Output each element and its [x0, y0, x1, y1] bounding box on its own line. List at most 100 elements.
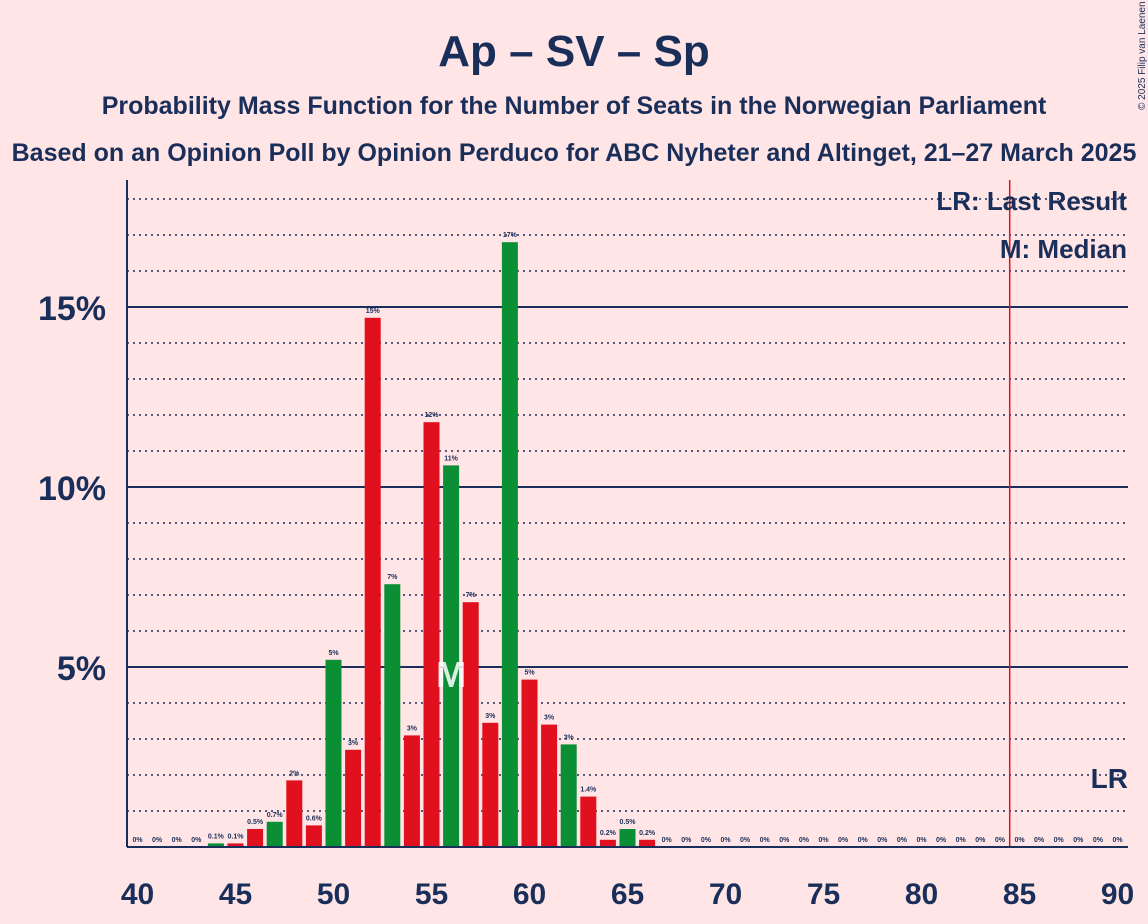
- bar-label-seat-50: 5%: [328, 650, 339, 657]
- bar-label-seat-62: 3%: [564, 734, 575, 741]
- legend-median: M: Median: [1000, 234, 1127, 264]
- chart-subtitle-2: Based on an Opinion Poll by Opinion Perd…: [12, 139, 1137, 167]
- bar-label-seat-54: 3%: [407, 725, 418, 732]
- bar-seat-52: [364, 317, 381, 847]
- bar-label-seat-44: 0.1%: [208, 833, 225, 840]
- bar-seat-50: [325, 659, 342, 847]
- bar-label-seat-68: 0%: [681, 837, 692, 844]
- bar-label-seat-61: 3%: [544, 715, 555, 722]
- bar-label-seat-80: 0%: [916, 837, 927, 844]
- bar-label-seat-77: 0%: [858, 837, 869, 844]
- bar-label-seat-63: 1.4%: [580, 787, 597, 794]
- x-tick-label: 90: [1101, 878, 1134, 911]
- x-tick-label: 40: [121, 878, 154, 911]
- bar-label-seat-69: 0%: [701, 837, 712, 844]
- x-tick-label: 80: [905, 878, 938, 911]
- bar-label-seat-47: 0.7%: [267, 812, 284, 819]
- bar-seat-61: [541, 724, 558, 847]
- bar-seat-48: [286, 780, 303, 847]
- y-tick-label: 15%: [38, 290, 106, 328]
- bar-label-seat-58: 3%: [485, 713, 496, 720]
- copyright-text: © 2025 Filip van Laenen: [1137, 1, 1148, 110]
- x-tick-label: 50: [317, 878, 350, 911]
- bar-label-seat-45: 0.1%: [228, 833, 245, 840]
- bar-seat-54: [403, 735, 420, 847]
- bar-seat-51: [345, 749, 362, 847]
- bar-label-seat-85: 0%: [1014, 837, 1025, 844]
- bar-seat-65: [619, 829, 636, 847]
- legend-last-result: LR: Last Result: [936, 186, 1127, 216]
- bar-seat-45: [227, 843, 244, 847]
- bar-seat-56: [443, 465, 460, 847]
- bar-label-seat-43: 0%: [191, 837, 202, 844]
- y-tick-label: 10%: [38, 470, 106, 508]
- x-tick-label: 70: [709, 878, 742, 911]
- bar-label-seat-74: 0%: [799, 837, 810, 844]
- y-tick-label: 5%: [57, 650, 106, 688]
- bar-label-seat-55: 12%: [424, 412, 439, 419]
- median-marker: M: [436, 654, 466, 695]
- bar-seat-49: [305, 825, 322, 847]
- bar-label-seat-57: 7%: [466, 592, 477, 599]
- bar-label-seat-71: 0%: [740, 837, 751, 844]
- bars-group: [207, 242, 656, 847]
- bar-label-seat-59: 17%: [503, 232, 518, 239]
- bar-label-seat-64: 0.2%: [600, 830, 617, 837]
- chart-subtitle: Probability Mass Function for the Number…: [102, 92, 1047, 120]
- bar-seat-46: [247, 829, 264, 847]
- bar-label-seat-42: 0%: [172, 837, 183, 844]
- axes-group: LR 5% 10% 15% 40 45 50 55 60 65 70 75 80 85 90: [38, 180, 1134, 911]
- bar-seat-47: [266, 821, 283, 847]
- bar-seat-64: [599, 839, 616, 847]
- bar-label-seat-88: 0%: [1073, 837, 1084, 844]
- bar-label-seat-40: 0%: [132, 837, 143, 844]
- bar-label-seat-46: 0.5%: [247, 819, 264, 826]
- bar-seat-60: [521, 679, 538, 847]
- bar-label-seat-84: 0%: [995, 837, 1006, 844]
- bar-seat-62: [560, 744, 577, 847]
- x-tick-label: 60: [513, 878, 546, 911]
- last-result-marker: LR: [1091, 763, 1128, 794]
- x-tick-label: 55: [415, 878, 448, 911]
- bar-label-seat-82: 0%: [956, 837, 967, 844]
- bar-seat-63: [580, 796, 597, 847]
- bar-label-seat-48: 2%: [289, 770, 300, 777]
- bar-seat-58: [482, 722, 499, 847]
- bar-label-seat-60: 5%: [524, 670, 535, 677]
- bar-label-seat-86: 0%: [1034, 837, 1045, 844]
- bar-seat-44: [207, 843, 224, 847]
- bar-seat-66: [639, 839, 656, 847]
- bar-label-seat-66: 0.2%: [639, 830, 656, 837]
- bar-label-seat-52: 15%: [366, 308, 381, 315]
- bar-label-seat-51: 3%: [348, 740, 359, 747]
- bar-label-seat-53: 7%: [387, 574, 398, 581]
- bar-label-seat-49: 0.6%: [306, 815, 323, 822]
- bar-seat-55: [423, 422, 440, 847]
- bar-label-seat-90: 0%: [1112, 837, 1123, 844]
- bar-label-seat-56: 11%: [444, 455, 458, 462]
- chart-title: Ap – SV – Sp: [438, 27, 709, 76]
- bar-label-seat-87: 0%: [1054, 837, 1065, 844]
- x-tick-label: 85: [1003, 878, 1036, 911]
- bar-label-seat-75: 0%: [818, 837, 829, 844]
- bar-label-seat-70: 0%: [720, 837, 731, 844]
- bar-label-seat-81: 0%: [936, 837, 947, 844]
- bar-label-seat-41: 0%: [152, 837, 163, 844]
- bar-label-seat-78: 0%: [877, 837, 888, 844]
- bar-seat-59: [501, 242, 518, 847]
- bar-label-seat-72: 0%: [760, 837, 771, 844]
- grid-lines: [127, 198, 1128, 812]
- bar-label-seat-76: 0%: [838, 837, 849, 844]
- bar-label-seat-83: 0%: [975, 837, 986, 844]
- bar-label-seat-79: 0%: [897, 837, 908, 844]
- bar-seat-53: [384, 584, 401, 847]
- bar-labels-group: 0% 0% 0% 0%0.1% 0.1%0.5%0.7%2%0.6%5%3%15%7%3…: [132, 232, 1123, 844]
- x-tick-label: 45: [219, 878, 252, 911]
- x-tick-label: 75: [807, 878, 840, 911]
- bar-label-seat-89: 0%: [1093, 837, 1104, 844]
- bar-seat-57: [462, 602, 479, 847]
- bar-label-seat-73: 0%: [779, 837, 790, 844]
- bar-label-seat-65: 0.5%: [620, 819, 637, 826]
- bar-label-seat-67: 0%: [662, 837, 673, 844]
